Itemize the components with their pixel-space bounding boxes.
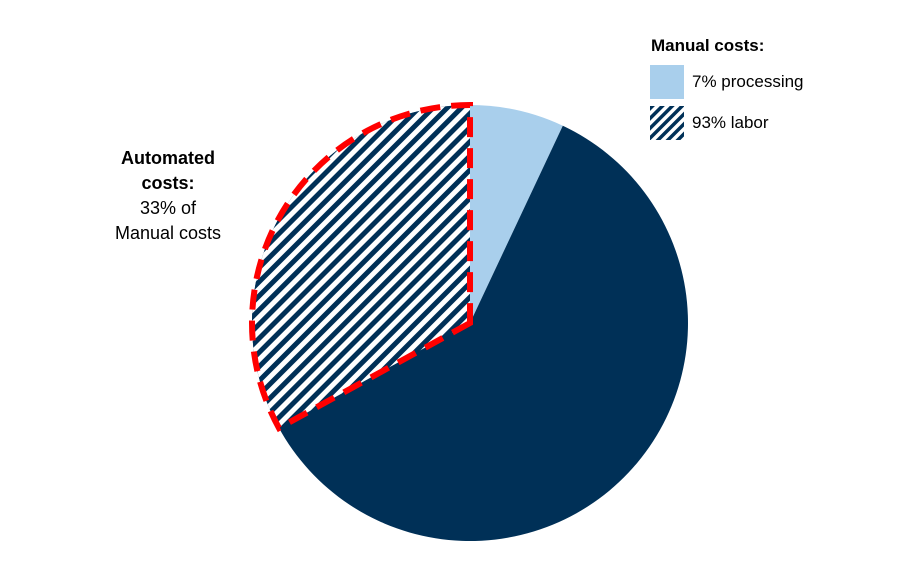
- legend-label-processing: 7% processing: [692, 72, 804, 91]
- automated-costs-slice: [252, 105, 470, 429]
- automated-costs-annotation: Automated costs: 33% of Manual costs: [84, 146, 252, 246]
- annotation-line-4: Manual costs: [114, 223, 222, 243]
- legend-title: Manual costs:: [651, 36, 765, 55]
- annotation-line-2: costs:: [141, 173, 195, 193]
- legend-swatch-labor: [650, 106, 684, 140]
- pie-slice-processing: [470, 105, 563, 323]
- legend-entry-processing: 7% processing: [650, 64, 804, 100]
- legend-swatch-processing: [650, 65, 684, 99]
- annotation-line-1: Automated: [121, 148, 215, 168]
- pie-slices: [249, 101, 688, 541]
- legend-label-labor: 93% labor: [692, 113, 769, 132]
- annotation-line-3: 33% of: [139, 198, 197, 218]
- automated-costs-outline: [249, 101, 473, 433]
- legend-entry-labor: 93% labor: [650, 105, 804, 141]
- legend: Manual costs: 7% processing 93% labor: [650, 36, 804, 146]
